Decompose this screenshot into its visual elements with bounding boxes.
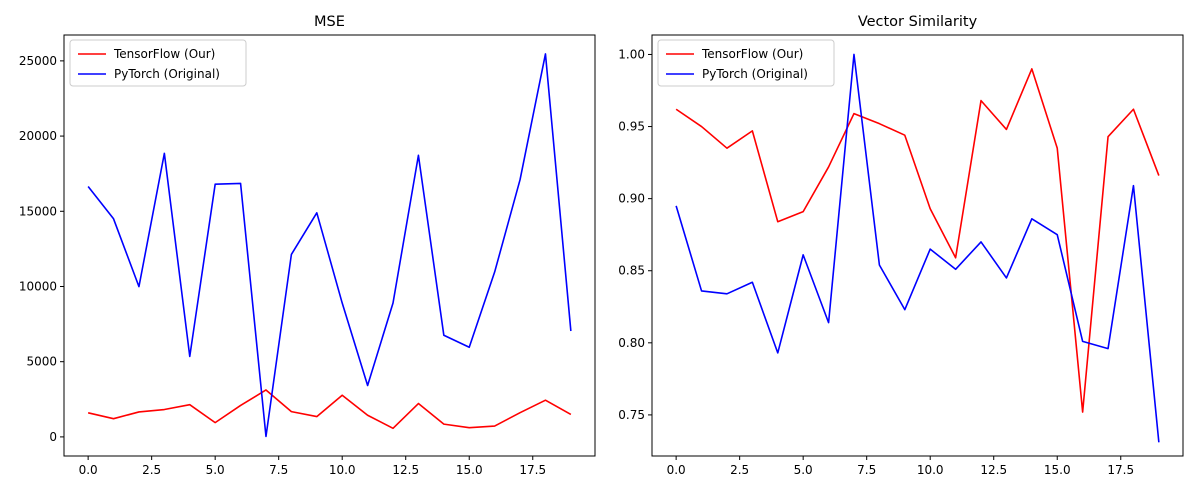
mse-x-tick-label: 7.5 (269, 463, 288, 477)
similarity-plot-frame (651, 34, 1184, 457)
mse-y-tick-label: 10000 (19, 279, 57, 293)
mse-x-tick-label: 2.5 (142, 463, 161, 477)
mse-series-line-pytorch-original (87, 53, 572, 438)
mse-chart-title: MSE (314, 14, 345, 30)
similarity-y-tick-label: 0.80 (618, 336, 645, 350)
mse-x-tick-label: 10.0 (329, 463, 356, 477)
mse-y-tick-label: 5000 (26, 355, 57, 369)
similarity-y-tick-label: 0.85 (618, 264, 645, 278)
mse-legend-box (69, 39, 247, 87)
mse-series-line-tensorflow-our (87, 389, 572, 430)
mse-chart-panel: MSE 0.0 2.5 5.0 7.5 10.0 12.5 15.0 17.5 0 5000 1000… (19, 14, 596, 477)
similarity-y-tick-label: 1.00 (618, 47, 645, 61)
mse-y-tick-label: 20000 (19, 129, 57, 143)
mse-y-tick-label: 25000 (19, 54, 57, 68)
mse-legend: TensorFlow (Our) PyTorch (Original) (69, 39, 247, 87)
mse-x-tick-label: 5.0 (206, 463, 225, 477)
similarity-legend-box (657, 39, 835, 87)
mse-x-tick-label: 12.5 (392, 463, 419, 477)
similarity-legend-label: PyTorch (Original) (702, 67, 808, 81)
similarity-y-tick-label: 0.75 (618, 408, 645, 422)
vector-similarity-chart-panel: Vector Similarity 0.0 2.5 5.0 7.5 10.0 12.5 15.… (618, 14, 1184, 477)
similarity-y-tick-label: 0.90 (618, 192, 645, 206)
similarity-x-tick-label: 7.5 (857, 463, 876, 477)
mse-x-tick-label: 15.0 (456, 463, 483, 477)
mse-plot-frame (63, 34, 596, 457)
mse-y-tick-label: 15000 (19, 204, 57, 218)
mse-x-tick-label: 0.0 (79, 463, 98, 477)
similarity-chart-title: Vector Similarity (858, 14, 978, 30)
mse-legend-label: PyTorch (Original) (114, 67, 220, 81)
similarity-x-tick-label: 5.0 (794, 463, 813, 477)
similarity-x-tick-label: 17.5 (1107, 463, 1134, 477)
similarity-y-tick-label: 0.95 (618, 120, 645, 134)
similarity-x-tick-label: 12.5 (980, 463, 1007, 477)
similarity-legend: TensorFlow (Our) PyTorch (Original) (657, 39, 835, 87)
similarity-x-tick-label: 0.0 (667, 463, 686, 477)
similarity-series-line-pytorch-original (675, 53, 1160, 443)
similarity-x-tick-label: 15.0 (1044, 463, 1071, 477)
similarity-series-line-tensorflow-our (675, 68, 1160, 413)
similarity-x-tick-label: 2.5 (730, 463, 749, 477)
mse-x-tick-label: 17.5 (519, 463, 546, 477)
similarity-legend-label: TensorFlow (Our) (701, 47, 803, 61)
mse-legend-label: TensorFlow (Our) (113, 47, 215, 61)
similarity-x-tick-label: 10.0 (917, 463, 944, 477)
mse-y-tick-label: 0 (49, 430, 57, 444)
